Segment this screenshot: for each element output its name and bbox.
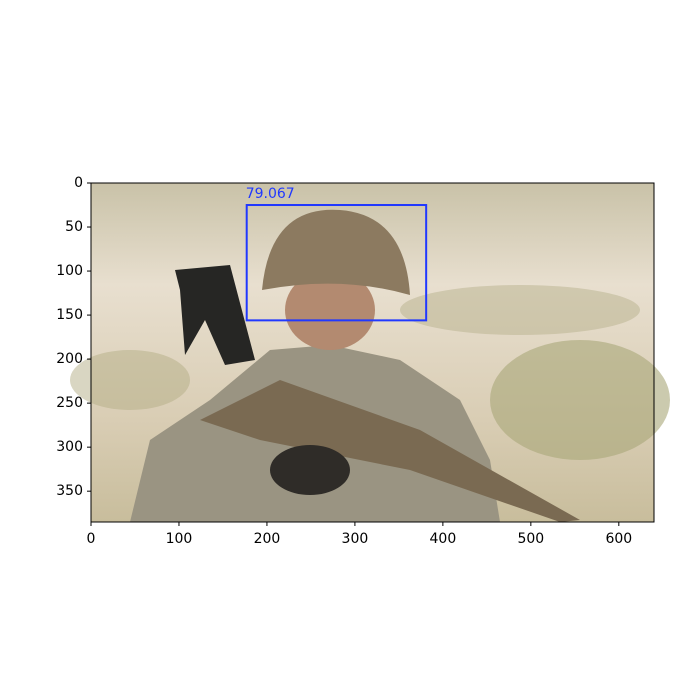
- x-tick-label: 100: [166, 531, 193, 547]
- y-tick-label: 350: [56, 483, 83, 499]
- x-tick-label: 600: [605, 531, 632, 547]
- x-tick-label: 300: [342, 531, 369, 547]
- plot-frame: [90, 182, 655, 523]
- x-tick-label: 400: [430, 531, 457, 547]
- y-tick-label: 150: [56, 307, 83, 323]
- x-tick-label: 0: [87, 531, 96, 547]
- y-tick-label: 50: [65, 219, 83, 235]
- y-tick-label: 200: [56, 351, 83, 367]
- photo: [70, 183, 670, 522]
- y-tick-label: 100: [56, 263, 83, 279]
- x-tick-label: 200: [254, 531, 281, 547]
- detection-score: 79.067: [246, 186, 295, 202]
- y-tick-label: 0: [74, 175, 83, 191]
- y-tick-label: 300: [56, 439, 83, 455]
- x-tick-label: 500: [517, 531, 544, 547]
- y-tick-label: 250: [56, 395, 83, 411]
- detection-box: [245, 204, 428, 322]
